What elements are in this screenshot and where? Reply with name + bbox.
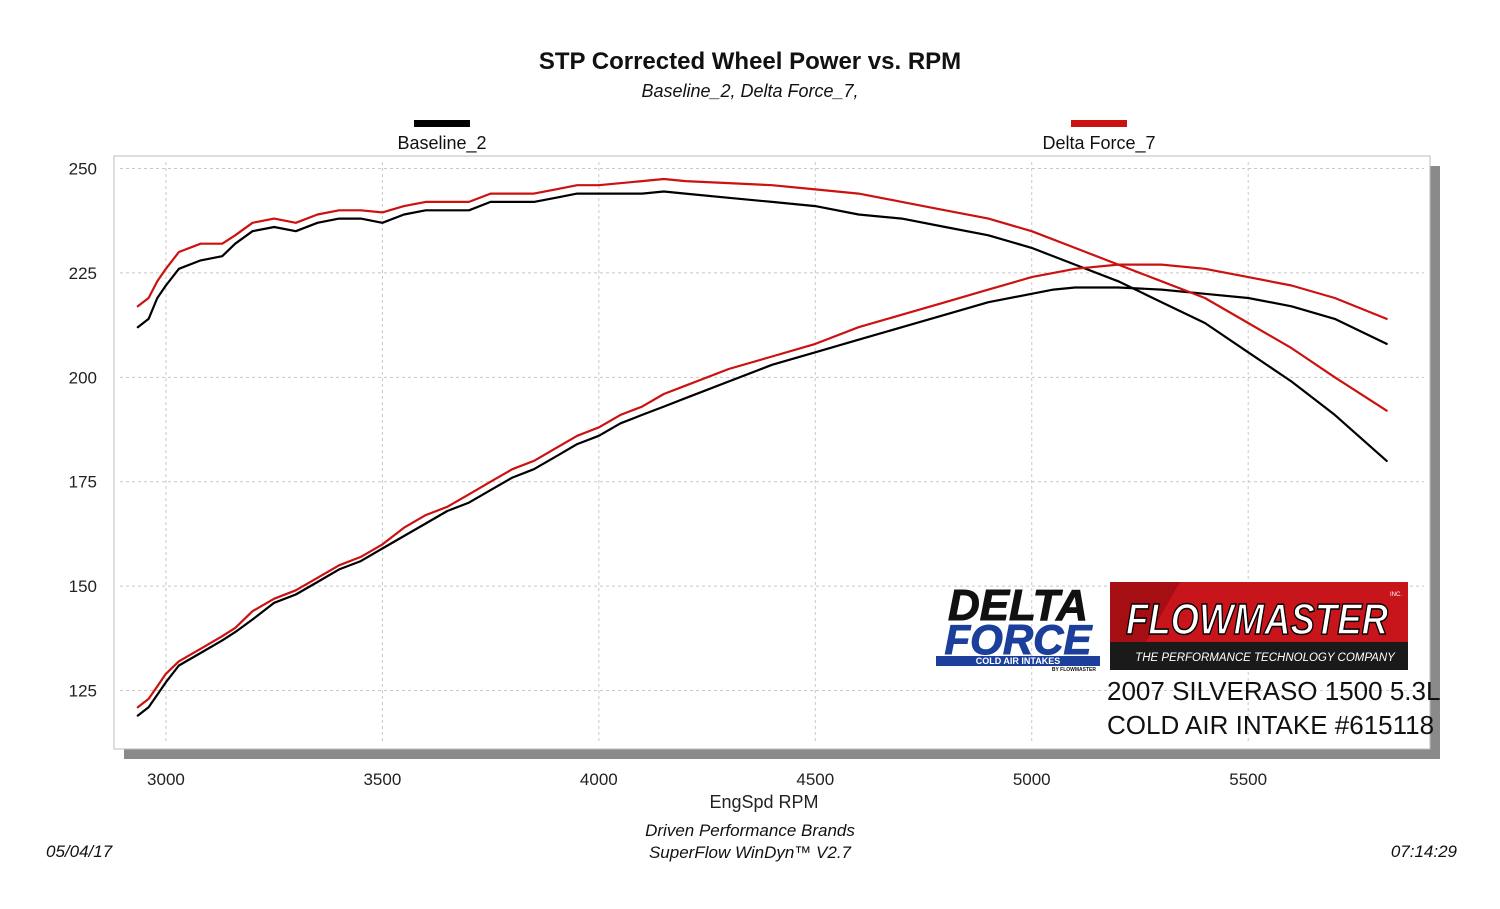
footer-company: Driven Performance Brands (645, 821, 855, 840)
x-tick-label: 5500 (1229, 770, 1267, 789)
y-tick-label: 200 (69, 368, 97, 387)
legend-item-baseline: Baseline_2 (342, 120, 542, 154)
series-line-baseline-2-torque (136, 286, 1388, 717)
flowmaster-logo: FLOWMASTER INC. THE PERFORMANCE TECHNOLO… (1110, 582, 1408, 670)
tick-label-layer: 3000 3500 4000 4500 5000 5500 125 150 175 200 225 2… (69, 160, 1267, 789)
legend-label-baseline: Baseline_2 (397, 133, 487, 153)
flowmaster-logo-tagline: THE PERFORMANCE TECHNOLOGY COMPANY (1135, 652, 1396, 664)
delta-force-logo-band (936, 656, 1100, 666)
footer-time: 07:14:29 (1390, 842, 1457, 861)
series-line-baseline-2-power (136, 190, 1388, 462)
flowmaster-logo-name: FLOWMASTER (1126, 595, 1388, 644)
legend-swatch-baseline (414, 120, 470, 127)
series-line-delta-force-7-torque (136, 263, 1388, 709)
delta-force-logo-line1: DELTA (948, 581, 1088, 630)
delta-force-logo-line3: COLD AIR INTAKES (976, 656, 1061, 666)
legend-item-delta-force: Delta Force_7 (999, 120, 1199, 154)
flowmaster-logo-tagline-band (1110, 642, 1408, 670)
legend-swatch-delta-force (1071, 120, 1127, 127)
footer-credits: Driven Performance Brands SuperFlow WinD… (0, 820, 1500, 864)
x-axis-label: EngSpd RPM (709, 792, 818, 812)
delta-force-logo-line2: FORCE (945, 616, 1094, 663)
flowmaster-logo-mark: INC. (1390, 592, 1402, 598)
x-tick-label: 5000 (1013, 770, 1051, 789)
vehicle-annotation-line2: COLD AIR INTAKE #615118 (1107, 710, 1434, 740)
delta-force-logo: DELTA FORCE COLD AIR INTAKES BY FLOWMAST… (936, 581, 1100, 673)
y-tick-label: 125 (69, 682, 97, 701)
footer-date: 05/04/17 (46, 842, 113, 861)
y-tick-label: 150 (69, 577, 97, 596)
y-tick-label: 175 (69, 473, 97, 492)
y-tick-label: 225 (69, 264, 97, 283)
chart-title: STP Corrected Wheel Power vs. RPM (538, 48, 962, 75)
y-tick-label: 250 (69, 160, 97, 179)
legend-label-delta-force: Delta Force_7 (1042, 133, 1156, 153)
vehicle-annotation-line1: 2007 SILVERASO 1500 5.3L (1107, 676, 1440, 706)
delta-force-logo-line4: BY FLOWMASTER (1052, 667, 1096, 673)
x-tick-label: 3000 (147, 770, 185, 789)
chart-subtitle: Baseline_2, Delta Force_7, (641, 81, 859, 101)
footer-software: SuperFlow WinDyn™ V2.7 (648, 843, 852, 862)
x-tick-label: 3500 (363, 770, 401, 789)
x-tick-label: 4000 (580, 770, 618, 789)
x-tick-label: 4500 (796, 770, 834, 789)
series-layer (136, 177, 1388, 717)
series-line-delta-force-7-power (136, 177, 1388, 412)
